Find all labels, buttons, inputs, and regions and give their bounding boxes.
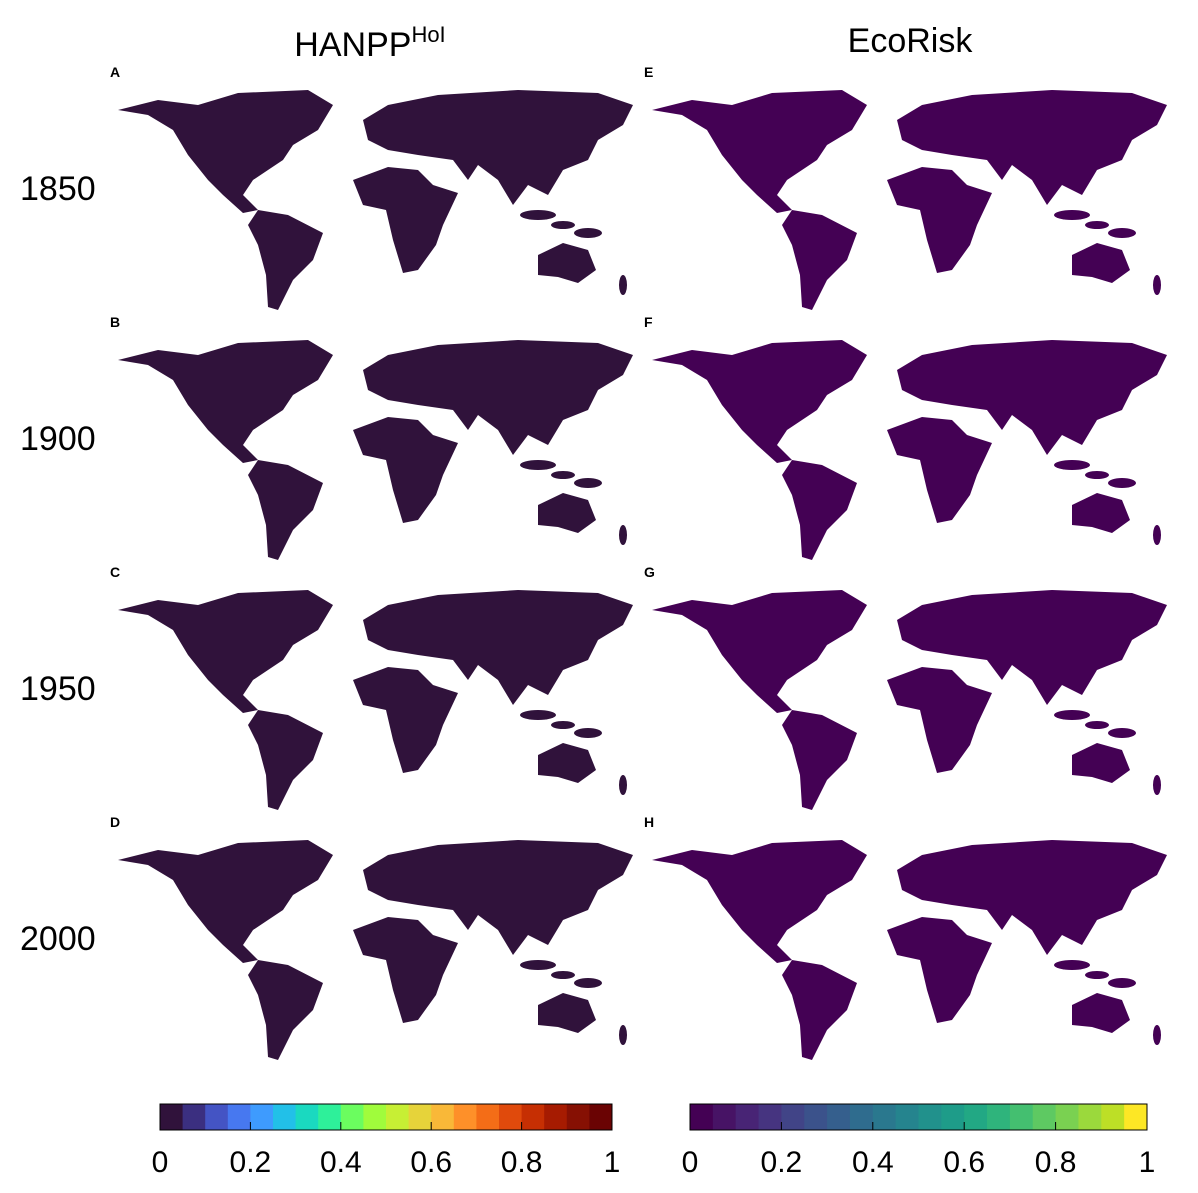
panel-letter: B xyxy=(110,314,120,330)
tick-label: 1 xyxy=(604,1146,621,1179)
map xyxy=(118,840,633,1060)
colorbar-segment xyxy=(735,1104,760,1130)
land xyxy=(118,340,633,560)
tick-label: 0.6 xyxy=(410,1146,452,1179)
colorbar-segment xyxy=(1101,1104,1125,1130)
tick-label: 0.8 xyxy=(501,1146,543,1179)
panel-letter: A xyxy=(110,64,120,80)
colorbar-segment xyxy=(690,1104,714,1130)
colorbar-segment xyxy=(589,1104,613,1130)
colorbar-segment xyxy=(182,1104,206,1130)
colorbar-segment xyxy=(273,1104,297,1130)
tick-label: 0.4 xyxy=(320,1146,362,1179)
colorbar-segment xyxy=(408,1104,432,1130)
land xyxy=(118,90,633,310)
row-label: 1950 xyxy=(20,670,96,708)
land xyxy=(118,590,633,810)
map xyxy=(652,340,1167,560)
colorbar-segment xyxy=(758,1104,782,1130)
land xyxy=(652,340,1167,560)
panel-letter: H xyxy=(644,814,654,830)
land xyxy=(652,90,1167,310)
map xyxy=(118,590,633,810)
map xyxy=(652,840,1167,1060)
colorbar-segment xyxy=(476,1104,500,1130)
colorbar-segment xyxy=(566,1104,590,1130)
column-title: HANPPHoI xyxy=(294,22,445,64)
panel-letter: E xyxy=(644,64,653,80)
colorbar-segment xyxy=(781,1104,805,1130)
colorbar-segment xyxy=(1032,1104,1057,1130)
colorbar-segment xyxy=(804,1104,828,1130)
tick-label: 0.6 xyxy=(943,1146,985,1179)
colorbar-segment xyxy=(250,1104,274,1130)
tick-label: 0 xyxy=(682,1146,699,1179)
tick-label: 1 xyxy=(1139,1146,1156,1179)
land xyxy=(652,590,1167,810)
colorbar-segment xyxy=(318,1104,342,1130)
map xyxy=(652,590,1167,810)
colorbar-segment xyxy=(295,1104,319,1130)
title-superscript: HoI xyxy=(411,22,445,47)
colorbar-segment xyxy=(964,1104,988,1130)
colorbar-segment xyxy=(1009,1104,1034,1130)
colorbar-segment xyxy=(544,1104,568,1130)
panel-letter: C xyxy=(110,564,120,580)
colorbar-segment xyxy=(1055,1104,1079,1130)
panel-letter: F xyxy=(644,314,653,330)
tick-label: 0.2 xyxy=(761,1146,803,1179)
row-label: 2000 xyxy=(20,920,96,958)
column-title: EcoRisk xyxy=(848,22,974,60)
colorbar-frame xyxy=(689,1103,1148,1131)
colorbar-segment xyxy=(1078,1104,1102,1130)
colorbar-segment xyxy=(1124,1104,1148,1130)
colorbar-segment xyxy=(712,1104,737,1130)
land xyxy=(652,840,1167,1060)
colorbar-segment xyxy=(849,1104,874,1130)
colorbar-segment xyxy=(941,1104,965,1130)
row-label: 1900 xyxy=(20,420,96,458)
colorbar-segment xyxy=(895,1104,919,1130)
colorbar-segment xyxy=(205,1104,229,1130)
map xyxy=(118,340,633,560)
land xyxy=(118,840,633,1060)
tick-label: 0.2 xyxy=(230,1146,272,1179)
colorbar-segment xyxy=(872,1104,897,1130)
colorbar-segment xyxy=(918,1104,942,1130)
tick-label: 0.8 xyxy=(1035,1146,1077,1179)
colorbar-segment xyxy=(431,1104,455,1130)
colorbar-segment xyxy=(340,1104,364,1130)
colorbar-segment xyxy=(386,1104,410,1130)
map xyxy=(652,90,1167,310)
panel-letter: G xyxy=(644,564,655,580)
row-label: 1850 xyxy=(20,170,96,208)
colorbar-frame xyxy=(159,1103,613,1131)
title-main: HANPP xyxy=(294,26,411,64)
tick-label: 0.4 xyxy=(852,1146,894,1179)
colorbar-segment xyxy=(499,1104,523,1130)
colorbar-segment xyxy=(827,1104,851,1130)
colorbar-segment xyxy=(453,1104,477,1130)
map xyxy=(118,90,633,310)
colorbar-segment xyxy=(363,1104,387,1130)
colorbar-segment xyxy=(227,1104,251,1130)
colorbar-segment xyxy=(160,1104,184,1130)
panel-letter: D xyxy=(110,814,120,830)
colorbar-segment xyxy=(987,1104,1011,1130)
colorbar-segment xyxy=(521,1104,545,1130)
tick-label: 0 xyxy=(152,1146,169,1179)
